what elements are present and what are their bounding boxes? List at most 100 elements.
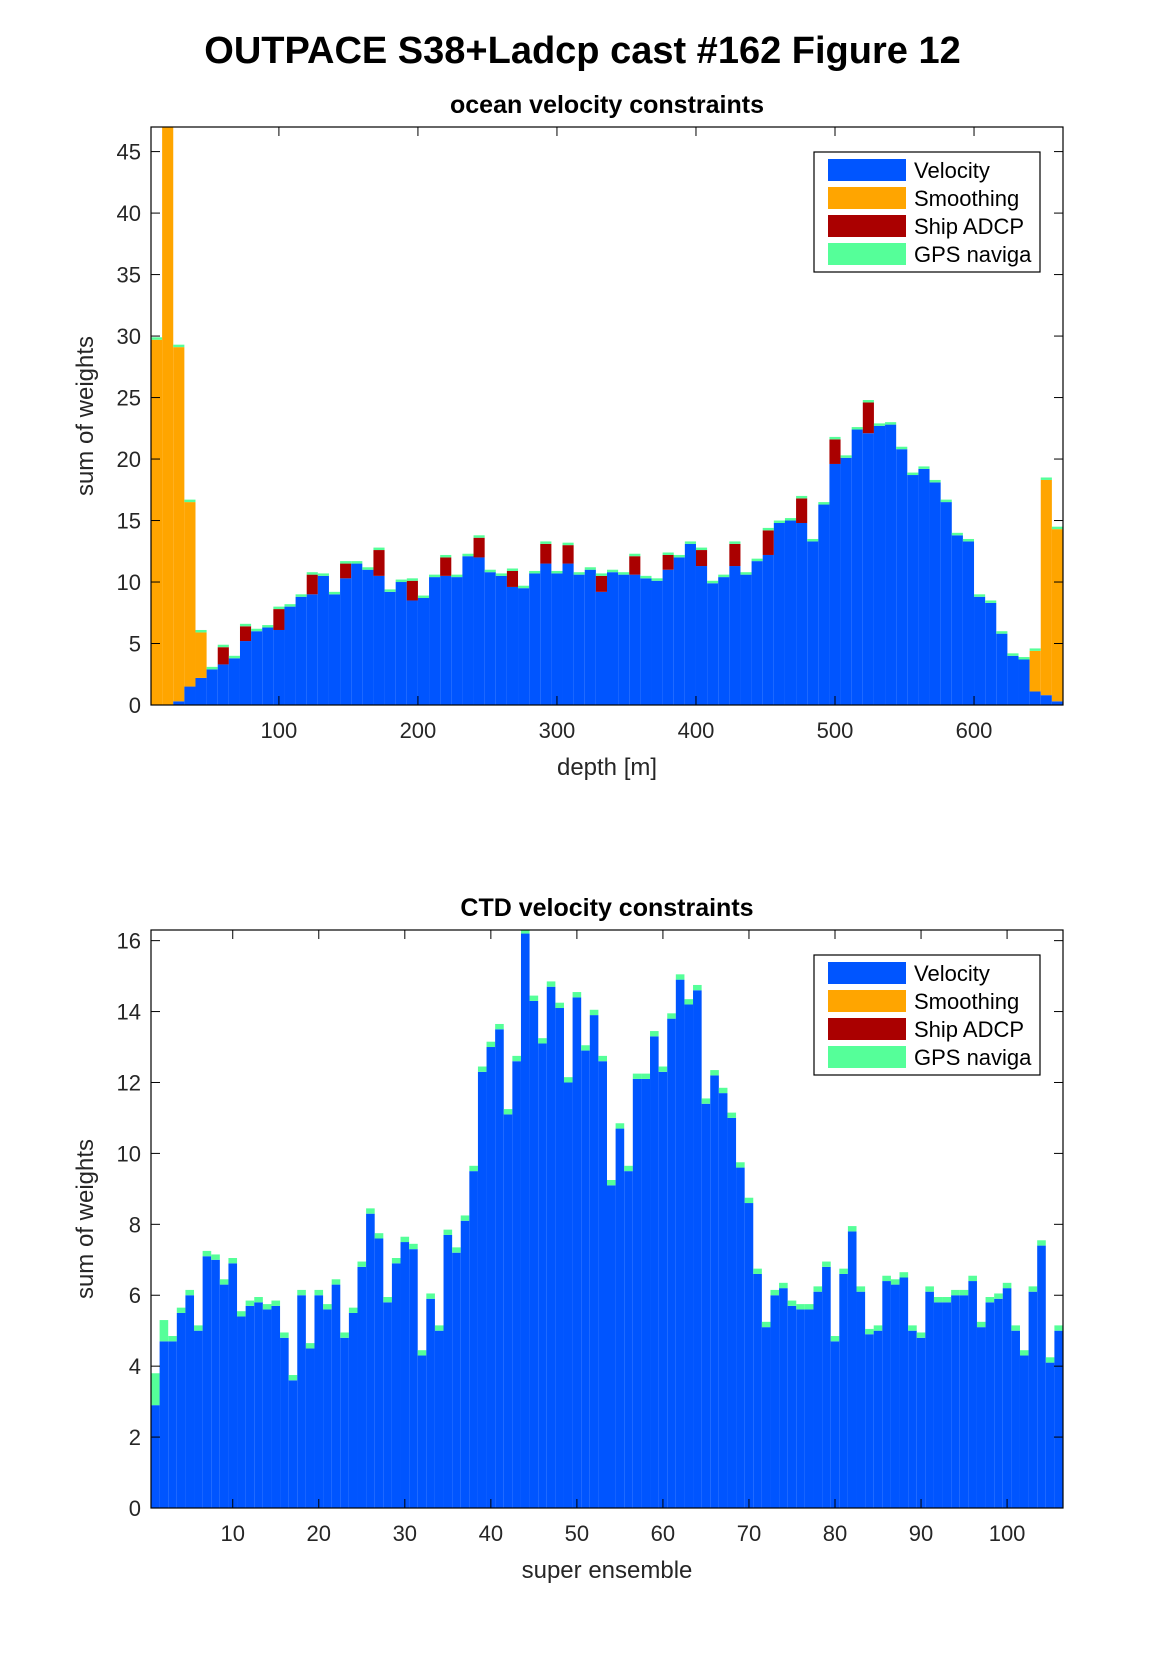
bar-gps-naviga-25 xyxy=(357,1261,367,1267)
bar-ship-adcp-500 xyxy=(829,439,841,464)
bar-velocity-340 xyxy=(607,572,619,705)
bar-velocity-380 xyxy=(662,569,674,705)
bar-gps-naviga-244 xyxy=(473,535,485,538)
bar-gps-naviga-45 xyxy=(529,995,539,1001)
bar-velocity-89 xyxy=(908,1330,917,1508)
bar-gps-naviga-42 xyxy=(503,1109,513,1115)
bar-velocity-636 xyxy=(1018,659,1030,705)
bar-velocity-572 xyxy=(929,482,941,705)
bar-velocity-32 xyxy=(417,1355,427,1508)
bar-velocity-3 xyxy=(168,1341,177,1508)
bar-velocity-276 xyxy=(518,588,530,705)
chart-1: 100 200 300 400 500 600 0 5 10 15 20 25 30 35 40 45 ocea… xyxy=(72,91,1064,781)
bar-velocity-100 xyxy=(1002,1288,1012,1508)
bar-ship-adcp-124 xyxy=(306,574,318,595)
bar-gps-naviga-37 xyxy=(460,1215,470,1221)
bar-gps-naviga-284 xyxy=(529,570,541,574)
bar-gps-naviga-180 xyxy=(384,589,396,592)
x-tick-label: 80 xyxy=(823,1521,847,1546)
axes-box xyxy=(150,126,1064,706)
bar-velocity-428 xyxy=(729,566,741,705)
x-tick-label: 500 xyxy=(817,718,854,743)
bar-gps-naviga-16 xyxy=(280,1332,289,1338)
bar-velocity-33 xyxy=(426,1298,435,1508)
bar-velocity-97 xyxy=(976,1327,986,1508)
bar-gps-naviga-316 xyxy=(573,572,585,575)
bar-velocity-37 xyxy=(460,1220,470,1508)
bar-velocity-7 xyxy=(202,1256,212,1508)
bar-gps-naviga-204 xyxy=(417,595,430,599)
bar-velocity-66 xyxy=(710,1075,719,1508)
bar-velocity-80 xyxy=(830,1341,840,1508)
bar-ship-adcp-452 xyxy=(762,530,774,555)
bar-gps-naviga-10 xyxy=(228,1258,238,1264)
bar-velocity-83 xyxy=(856,1291,866,1508)
legend: Velocity Smoothing Ship ADCP GPS naviga xyxy=(813,151,1041,273)
bar-velocity-540 xyxy=(885,424,897,705)
bar-velocity-460 xyxy=(773,522,785,705)
bar-velocity-652 xyxy=(1040,695,1052,705)
bar-velocity-76 xyxy=(239,641,252,705)
bar-velocity-39 xyxy=(477,1071,487,1508)
bar-smoothing-28 xyxy=(173,347,185,702)
bar-velocity-104 xyxy=(1037,1245,1046,1508)
bar-velocity-81 xyxy=(839,1273,848,1508)
y-tick-label: 0 xyxy=(129,1496,141,1521)
bar-velocity-18 xyxy=(297,1295,306,1508)
bar-ship-adcp-148 xyxy=(340,563,352,579)
bar-gps-naviga-79 xyxy=(822,1261,831,1267)
bar-velocity-220 xyxy=(440,575,452,705)
bar-velocity-34 xyxy=(434,1330,444,1508)
bar-gps-naviga-86 xyxy=(882,1275,891,1282)
bar-gps-naviga-356 xyxy=(629,553,641,557)
legend-label: Velocity xyxy=(914,961,990,986)
bar-velocity-60 xyxy=(658,1071,668,1508)
legend: Velocity Smoothing Ship ADCP GPS naviga xyxy=(813,954,1041,1076)
bar-gps-naviga-492 xyxy=(818,502,830,505)
bar-gps-naviga-39 xyxy=(477,1066,487,1072)
bar-gps-naviga-156 xyxy=(351,561,363,564)
bar-gps-naviga-540 xyxy=(885,422,897,425)
bar-velocity-484 xyxy=(807,541,819,705)
legend-swatch xyxy=(828,243,906,265)
bar-velocity-292 xyxy=(540,563,552,705)
bar-gps-naviga-64 xyxy=(693,984,702,991)
bar-gps-naviga-88 xyxy=(899,1272,909,1278)
bar-gps-naviga-620 xyxy=(996,631,1008,634)
bar-gps-naviga-660 xyxy=(1051,526,1063,530)
bar-gps-naviga-104 xyxy=(1037,1240,1046,1246)
bar-velocity-44 xyxy=(520,933,530,1508)
bar-velocity-316 xyxy=(573,574,585,705)
bar-velocity-284 xyxy=(529,573,541,705)
bar-ship-adcp-380 xyxy=(662,554,674,570)
bar-velocity-508 xyxy=(840,457,852,705)
bar-ship-adcp-244 xyxy=(473,537,485,558)
bar-velocity-1 xyxy=(151,1405,160,1508)
legend-swatch xyxy=(828,962,906,984)
bar-velocity-98 xyxy=(985,1302,995,1508)
bar-velocity-396 xyxy=(684,543,696,705)
bar-velocity-188 xyxy=(395,582,407,705)
bar-gps-naviga-48 xyxy=(555,1002,564,1009)
y-tick-label: 35 xyxy=(117,263,141,288)
bar-velocity-30 xyxy=(400,1242,410,1508)
bar-gps-naviga-21 xyxy=(323,1304,332,1310)
bar-velocity-46 xyxy=(538,1043,547,1508)
bar-velocity-100 xyxy=(273,629,285,705)
x-tick-label: 40 xyxy=(479,1521,503,1546)
bar-velocity-47 xyxy=(546,986,556,1508)
bar-velocity-268 xyxy=(506,586,519,705)
x-tick-label: 50 xyxy=(565,1521,589,1546)
bar-velocity-476 xyxy=(796,522,808,705)
bar-gps-naviga-564 xyxy=(918,466,930,469)
bar-gps-naviga-27 xyxy=(374,1233,384,1239)
bar-gps-naviga-73 xyxy=(770,1289,780,1296)
bar-gps-naviga-2 xyxy=(159,1320,169,1342)
legend-swatch xyxy=(828,215,906,237)
bar-velocity-580 xyxy=(940,502,952,705)
bar-velocity-74 xyxy=(779,1288,788,1508)
bar-gps-naviga-28 xyxy=(383,1297,392,1303)
bar-gps-naviga-108 xyxy=(284,604,296,607)
chart-title: ocean velocity constraints xyxy=(450,91,764,119)
bar-velocity-23 xyxy=(340,1337,349,1508)
